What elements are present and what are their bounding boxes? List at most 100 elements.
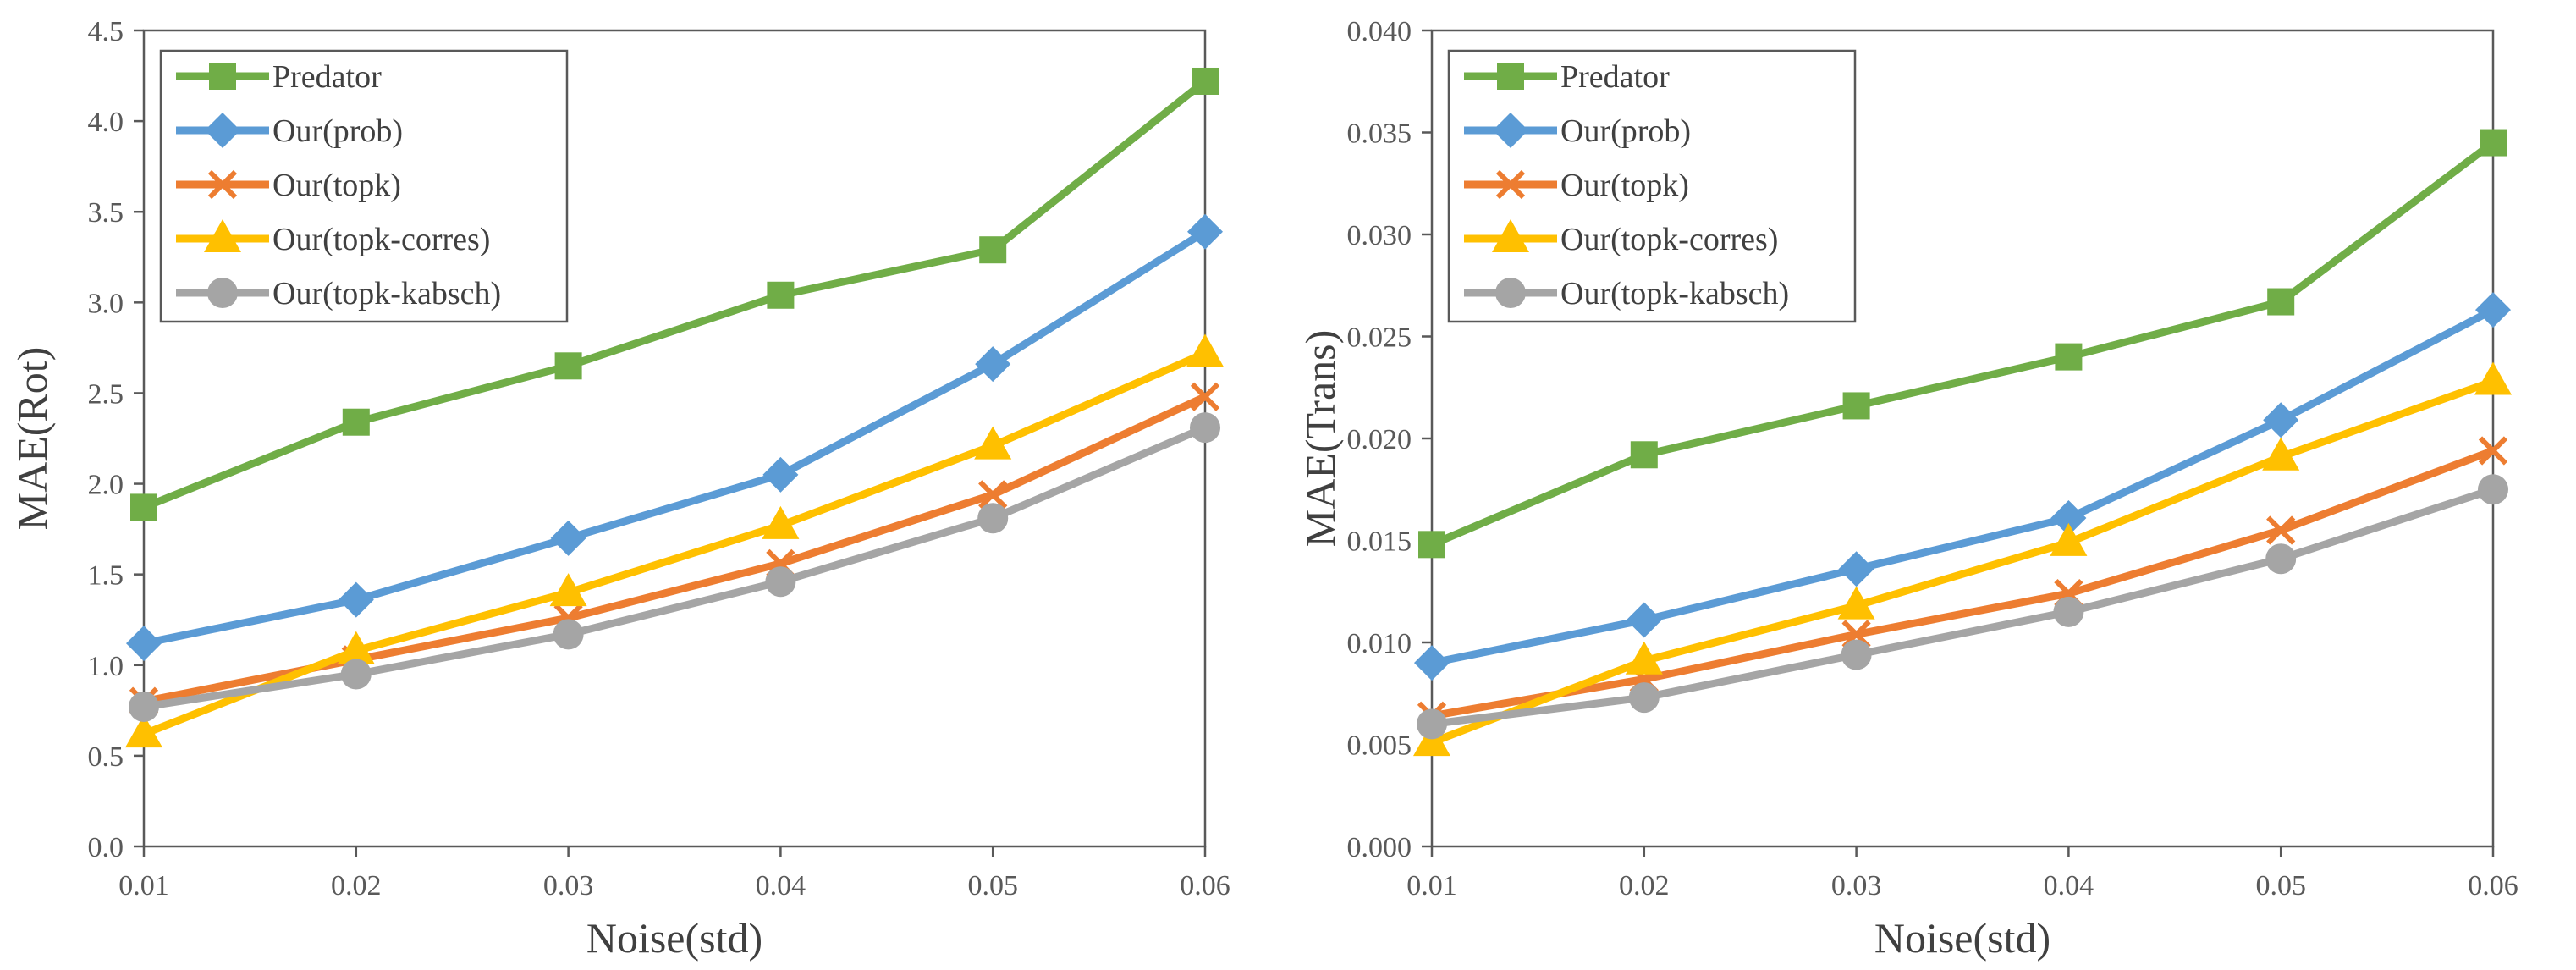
data-point-predator <box>2480 129 2507 157</box>
data-point-our-prob <box>126 626 162 662</box>
y-tick-label: 4.0 <box>88 107 124 138</box>
data-point-our-prob <box>1187 213 1223 250</box>
data-point-predator <box>2267 288 2295 316</box>
x-tick-label: 0.01 <box>1406 870 1457 901</box>
y-tick-label: 4.5 <box>88 16 124 47</box>
x-tick-label: 0.06 <box>2468 870 2518 901</box>
series-predator <box>130 67 1219 521</box>
y-tick-label: 1.5 <box>88 560 124 592</box>
data-point-our-topk-kabsch <box>129 692 159 723</box>
legend-marker-our-topk <box>207 169 238 200</box>
data-point-our-prob <box>550 520 586 556</box>
data-point-our-prob <box>1838 551 1874 587</box>
data-point-predator <box>1630 441 1658 469</box>
series-line-our-topk <box>1428 446 2497 720</box>
legend-marker-predator <box>1497 63 1524 90</box>
y-tick-label: 0.5 <box>88 741 124 773</box>
y-tick-label: 1.0 <box>88 651 124 682</box>
legend-marker-our-prob <box>1493 113 1528 148</box>
legend-marker-predator <box>209 63 236 90</box>
legend-marker-our-topk-kabsch <box>1495 278 1526 308</box>
legend-marker-our-prob <box>205 113 240 148</box>
y-tick-label: 3.0 <box>88 288 124 319</box>
legend-label: Our(topk) <box>272 168 401 203</box>
data-point-predator <box>554 352 582 380</box>
y-tick-label: 3.5 <box>88 197 124 229</box>
chart-svg-1: 0.000 0.005 0.010 0.015 0.020 0.025 0.030 0.035… <box>1296 16 2518 962</box>
y-axis-title: MAE(Trans) <box>1296 330 1344 548</box>
x-axis-title: Noise(std) <box>586 914 762 962</box>
data-point-predator <box>1842 392 1870 420</box>
data-point-our-topk-kabsch <box>765 566 796 598</box>
chart-mae-trans: 0.000 0.005 0.010 0.015 0.020 0.025 0.030 0.035… <box>1288 0 2576 970</box>
data-point-our-topk-kabsch <box>340 659 372 690</box>
data-point-predator <box>2055 343 2083 371</box>
data-point-predator <box>130 493 157 521</box>
x-tick-label: 0.03 <box>543 870 594 901</box>
y-tick-label: 0.010 <box>1347 628 1412 659</box>
x-tick-label: 0.06 <box>1180 870 1230 901</box>
y-tick-label: 0.030 <box>1347 220 1412 251</box>
data-point-our-topk-corres <box>2262 437 2300 471</box>
chart-mae-rot: 0.0 0.5 1.0 1.5 2.0 2.5 3.0 3.5 4.0 4.5 0.01 0.02 0.… <box>8 16 1230 962</box>
data-point-our-prob <box>1414 645 1450 681</box>
data-point-our-topk-kabsch <box>553 619 584 650</box>
legend-marker-our-topk <box>1495 169 1526 200</box>
data-point-our-topk-corres <box>2474 361 2512 395</box>
data-point-our-topk-corres <box>974 426 1012 460</box>
series-line-our-topk-kabsch <box>140 423 1209 711</box>
x-tick-label: 0.03 <box>1831 870 1882 901</box>
data-point-our-topk-kabsch <box>1190 412 1220 444</box>
data-point-our-topk <box>1190 382 1220 411</box>
data-point-our-prob <box>338 581 374 618</box>
x-tick-label: 0.02 <box>331 870 382 901</box>
data-point-our-prob <box>975 346 1011 383</box>
data-point-our-topk-corres <box>762 505 800 539</box>
data-point-our-topk-corres <box>125 714 162 748</box>
legend-label: Our(topk-corres) <box>272 222 490 257</box>
legend-marker-our-topk-corres <box>204 219 241 252</box>
x-tick-label: 0.05 <box>967 870 1018 901</box>
series-our-topk-kabsch <box>129 412 1220 723</box>
series-line-our-topk-kabsch <box>1428 485 2497 728</box>
legend-label: Our(topk-corres) <box>1560 222 1778 257</box>
x-axis-title: Noise(std) <box>1874 914 2050 962</box>
data-point-our-topk-corres <box>1413 723 1450 757</box>
chart-svg-0: 0.0 0.5 1.0 1.5 2.0 2.5 3.0 3.5 4.0 4.5 0.01 0.02 0.… <box>8 16 1230 962</box>
data-point-our-topk <box>2478 436 2508 466</box>
legend-label: Predator <box>272 59 382 95</box>
y-tick-label: 2.0 <box>88 470 124 501</box>
x-tick-label: 0.01 <box>118 870 169 901</box>
y-axis-title: MAE(Rot) <box>8 347 56 531</box>
data-point-our-topk-kabsch <box>2265 543 2297 575</box>
legend-marker-our-topk-corres <box>1492 219 1529 252</box>
legend-label: Our(topk-kabsch) <box>272 276 501 311</box>
series-line-our-prob <box>1428 306 2497 667</box>
series-our-topk-kabsch <box>1417 474 2508 740</box>
data-point-predator <box>342 408 370 436</box>
data-point-our-topk <box>978 480 1008 510</box>
series-line-our-prob <box>140 228 1209 648</box>
data-point-our-prob <box>2263 402 2299 438</box>
data-point-predator <box>1192 67 1219 95</box>
legend: Predator Our(prob) Our(topk) Our(topk-corre… <box>159 49 569 323</box>
data-point-our-topk-corres <box>2050 522 2088 556</box>
data-point-our-topk-kabsch <box>2478 474 2508 505</box>
x-tick-label: 0.04 <box>2044 870 2094 901</box>
data-point-our-topk-kabsch <box>1841 639 1872 670</box>
data-point-our-topk-kabsch <box>2053 596 2084 627</box>
data-point-predator <box>1418 531 1445 559</box>
y-tick-label: 0.040 <box>1347 16 1412 47</box>
series-our-topk-corres <box>1413 361 2512 757</box>
series-our-prob <box>1414 292 2511 681</box>
y-tick-label: 0.0 <box>88 832 124 863</box>
data-point-our-prob <box>2475 292 2511 328</box>
data-point-our-topk-kabsch <box>1628 682 1660 714</box>
series-line-predator <box>140 77 1209 511</box>
series-our-topk-corres <box>125 333 1224 748</box>
legend-label: Our(prob) <box>272 113 403 149</box>
legend: Predator Our(prob) Our(topk) Our(topk-corre… <box>1447 49 1857 323</box>
x-tick-label: 0.04 <box>756 870 806 901</box>
data-point-our-topk-corres <box>549 573 587 607</box>
x-tick-label: 0.02 <box>1619 870 1670 901</box>
